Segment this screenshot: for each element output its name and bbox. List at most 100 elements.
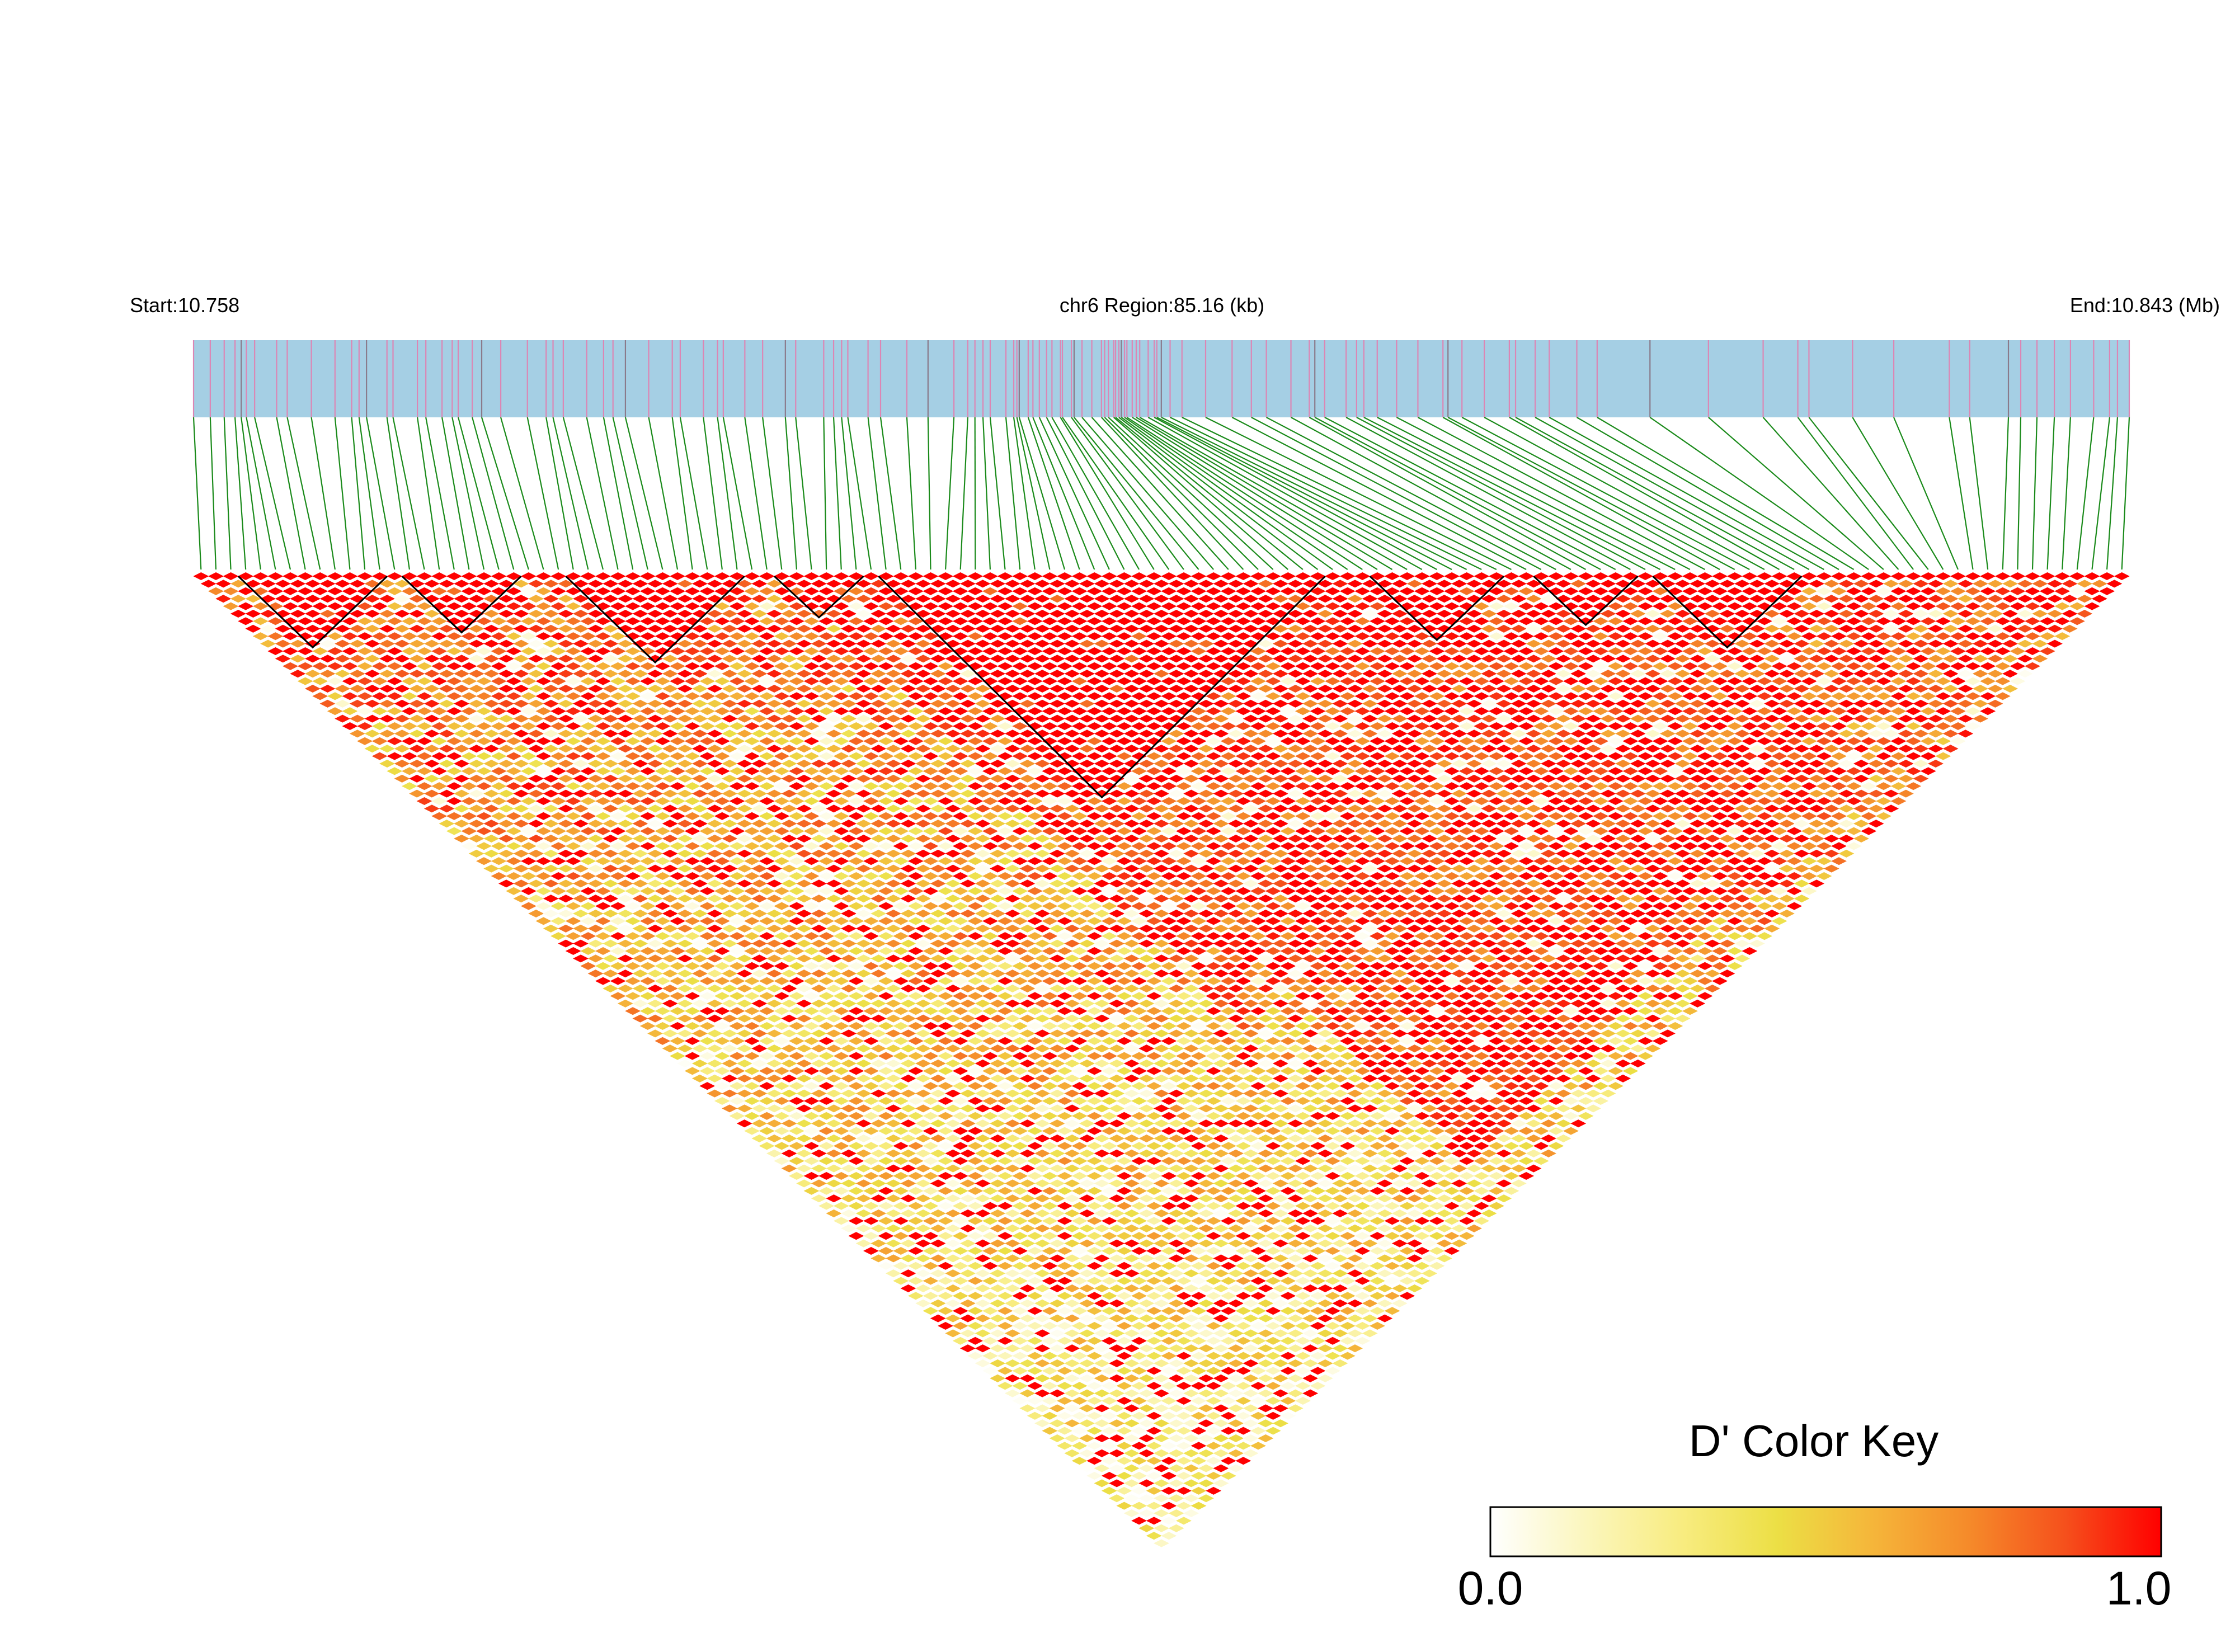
ld-cell	[796, 1059, 812, 1068]
ld-cell	[1354, 1232, 1371, 1240]
ld-cell	[848, 932, 864, 940]
ld-cell	[1138, 1119, 1155, 1128]
ld-cell	[714, 1067, 730, 1075]
ld-cell	[1057, 1142, 1072, 1150]
ld-cell	[379, 624, 395, 633]
ld-cell	[907, 677, 924, 685]
ld-cell	[1019, 1374, 1036, 1382]
ld-cell	[670, 602, 685, 610]
ld-cell	[1057, 992, 1072, 1000]
ld-cell	[1131, 1037, 1147, 1045]
ld-cell	[1302, 1104, 1319, 1113]
ld-cell	[967, 962, 984, 970]
ld-cell	[923, 1022, 939, 1030]
ld-cell	[409, 759, 425, 768]
ld-cell	[1228, 1329, 1244, 1338]
ld-cell	[1086, 1127, 1103, 1135]
ld-cell	[342, 647, 358, 656]
ld-cell	[1027, 1096, 1043, 1105]
snp-connector	[2106, 417, 2119, 570]
ld-cell	[312, 617, 328, 625]
ld-cell	[975, 1119, 991, 1128]
ld-cell	[729, 917, 745, 925]
ld-cell	[967, 1067, 984, 1075]
ld-cell	[878, 1007, 894, 1015]
ld-cell	[907, 707, 924, 716]
ld-cell	[424, 609, 440, 618]
ld-cell	[1109, 1419, 1125, 1428]
ld-cell	[1272, 1134, 1288, 1143]
ld-cell	[855, 849, 872, 858]
ld-cell	[722, 639, 738, 648]
ld-cell	[283, 572, 298, 581]
ld-cell	[416, 647, 432, 656]
ld-cell	[603, 804, 619, 813]
ld-cell	[1250, 1052, 1266, 1060]
ld-cell	[803, 797, 820, 806]
ld-cell	[1228, 1119, 1244, 1128]
ld-cell	[796, 639, 812, 648]
ld-cell	[491, 632, 507, 641]
ld-cell	[1220, 1052, 1236, 1060]
ld-cell	[841, 789, 857, 798]
ld-cell	[595, 947, 611, 956]
ld-cell	[1414, 1262, 1430, 1270]
ld-cell	[990, 1089, 1006, 1098]
ld-cell	[1406, 1194, 1423, 1203]
ld-cell	[1042, 857, 1058, 865]
ld-cell	[818, 1082, 835, 1090]
ld-cell	[833, 662, 849, 670]
ld-cell	[967, 947, 984, 956]
ld-cell	[1280, 1217, 1296, 1225]
ld-cell	[401, 692, 417, 700]
ld-cell	[729, 1022, 745, 1030]
ld-cell	[349, 684, 365, 693]
ld-cell	[923, 1171, 939, 1180]
ld-cell	[1168, 1314, 1184, 1322]
ld-cell	[938, 827, 954, 835]
ld-cell	[930, 864, 946, 873]
snp-connector	[1060, 417, 1155, 570]
ld-cell	[639, 617, 656, 625]
ld-cell	[446, 662, 462, 670]
ld-cell	[1027, 1232, 1043, 1240]
ld-cell	[1369, 1202, 1385, 1210]
ld-cell	[1042, 1022, 1058, 1030]
ld-cell	[387, 587, 403, 595]
ld-cell	[1012, 1127, 1028, 1135]
ld-cell	[945, 774, 961, 783]
ld-cell	[788, 677, 804, 685]
ld-cell	[1272, 1284, 1288, 1293]
ld-cell	[662, 999, 678, 1008]
ld-cell	[1302, 1314, 1319, 1322]
ld-cell	[736, 984, 752, 993]
ld-cell	[997, 857, 1013, 865]
ld-cell	[327, 692, 343, 700]
ld-cell	[1109, 1089, 1125, 1098]
ld-cell	[878, 1232, 894, 1240]
ld-cell	[736, 879, 752, 888]
ld-cell	[498, 595, 514, 603]
ld-cell	[252, 617, 269, 625]
ld-cell	[684, 632, 700, 641]
ld-cell	[491, 767, 507, 775]
ld-cell	[1369, 1187, 1385, 1195]
ld-cell	[1280, 1232, 1296, 1240]
ld-cell	[699, 647, 716, 656]
ld-cell	[349, 729, 365, 738]
ld-cell	[975, 969, 991, 978]
ld-cell	[1109, 1209, 1125, 1218]
ld-cell	[506, 842, 522, 850]
ld-cell	[1004, 789, 1020, 798]
ld-cell	[1183, 1374, 1199, 1382]
ld-cell	[893, 1142, 909, 1150]
ld-cell	[387, 632, 403, 641]
ld-cell	[833, 1096, 849, 1105]
ld-cell	[677, 580, 693, 588]
ld-cell	[960, 1239, 976, 1248]
ld-cell	[483, 789, 500, 798]
ld-cell	[1131, 1442, 1147, 1450]
ld-cell	[290, 595, 306, 603]
ld-cell	[535, 722, 552, 731]
